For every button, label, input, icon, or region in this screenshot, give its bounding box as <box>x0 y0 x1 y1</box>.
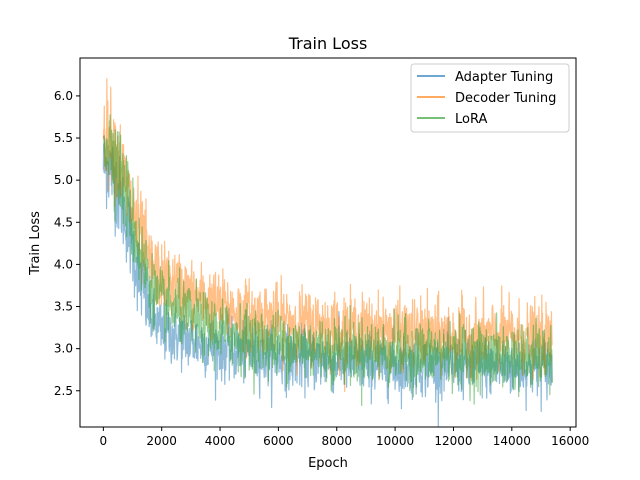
y-tick-label: 5.5 <box>54 131 73 145</box>
y-tick-label: 3.0 <box>54 342 73 356</box>
legend-entry: LoRA <box>455 112 487 127</box>
x-axis-ticks: 0 2000 4000 6000 8000 10000 12000 14000 16000 <box>100 427 589 448</box>
y-tick-label: 2.5 <box>54 384 73 398</box>
legend-entry: Decoder Tuning <box>455 91 556 106</box>
x-tick-label: 8000 <box>321 434 352 448</box>
x-tick-label: 4000 <box>205 434 236 448</box>
plot-frame <box>79 57 577 428</box>
x-tick-label: 6000 <box>263 434 294 448</box>
y-tick-label: 3.5 <box>54 300 73 314</box>
chart-title: Train Loss <box>288 34 368 53</box>
y-axis-label: Train Loss <box>28 211 43 276</box>
x-tick-label: 10000 <box>376 434 414 448</box>
x-tick-label: 2000 <box>146 434 177 448</box>
x-tick-label: 16000 <box>551 434 589 448</box>
x-axis-label: Epoch <box>308 456 348 471</box>
x-tick-label: 12000 <box>434 434 472 448</box>
series-line-lora <box>102 114 553 407</box>
x-tick-label: 14000 <box>493 434 531 448</box>
y-tick-label: 4.5 <box>54 215 73 229</box>
y-tick-label: 5.0 <box>54 173 73 187</box>
legend-frame <box>410 63 570 133</box>
x-tick-label: 0 <box>100 434 108 448</box>
series-layer <box>102 78 553 427</box>
legend: Adapter Tuning Decoder Tuning LoRA <box>410 63 570 133</box>
legend-entry: Adapter Tuning <box>455 70 553 85</box>
y-axis-ticks: 2.5 3.0 3.5 4.0 4.5 5.0 5.5 6.0 <box>54 89 80 398</box>
y-tick-label: 6.0 <box>54 89 73 103</box>
y-tick-label: 4.0 <box>54 257 73 271</box>
